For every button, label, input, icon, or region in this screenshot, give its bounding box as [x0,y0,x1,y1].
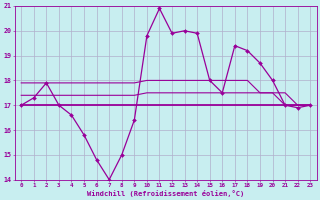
X-axis label: Windchill (Refroidissement éolien,°C): Windchill (Refroidissement éolien,°C) [87,190,244,197]
